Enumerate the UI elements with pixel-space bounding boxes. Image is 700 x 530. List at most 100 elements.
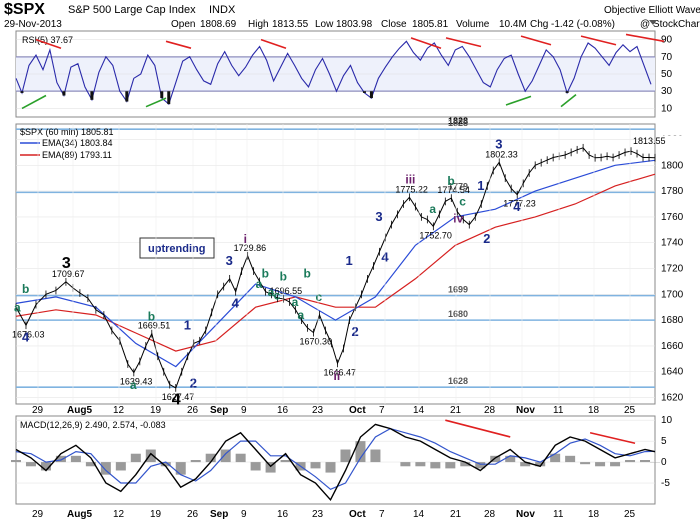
rsi-oversold-fill <box>160 91 164 99</box>
macd-histogram-bar <box>625 460 636 463</box>
rsi-oversold-fill <box>20 91 24 93</box>
rsi-support-line <box>21 94 47 110</box>
rsi-oversold-fill <box>90 91 94 100</box>
price-tick-label: 1780 <box>661 186 684 197</box>
rsi-divergence-line <box>35 38 62 49</box>
rsi-oversold-fill <box>369 91 373 99</box>
macd-divergence-line <box>445 419 511 438</box>
price-level-label: 1699 <box>448 285 468 295</box>
macd-x-tick-label: 11 <box>553 509 564 520</box>
chg-label: Chg <box>530 19 548 30</box>
macd-histogram-bar <box>580 462 591 465</box>
uptrending-label: uptrending <box>148 243 205 255</box>
price-x-tick-label: Aug5 <box>67 405 92 416</box>
price-x-tick-label: 23 <box>312 405 324 416</box>
wave-label: 3 <box>375 209 382 224</box>
rsi-divergence-line <box>580 35 617 46</box>
price-x-tick-label: 21 <box>450 405 462 416</box>
price-level-label: 1628 <box>448 376 468 386</box>
uptrending-box <box>139 237 215 259</box>
last-price-label: 1813.55 <box>633 136 666 146</box>
price-level-label: 1779 <box>448 181 468 191</box>
macd-histogram-bar <box>535 462 546 467</box>
ema89-line <box>15 173 656 352</box>
macd-histogram-bar <box>280 460 291 463</box>
price-tick-label: 1760 <box>661 212 684 223</box>
rsi-line <box>15 40 652 106</box>
rsi-support-line <box>505 95 532 106</box>
volume-label: Volume <box>456 19 490 30</box>
macd-histogram-bar <box>130 453 141 463</box>
macd-histogram-bar <box>565 455 576 463</box>
price-annotation: 1627.47 <box>162 392 195 402</box>
price-annotation: 1669.51 <box>138 321 171 331</box>
macd-histogram-bar <box>400 462 411 467</box>
price-tick-label: 1660 <box>661 341 684 352</box>
macd-histogram-bar <box>100 462 111 475</box>
macd-histogram-bar <box>70 455 81 463</box>
header-date: 29-Nov-2013 <box>4 19 62 30</box>
price-annotation: 1670.36 <box>300 337 333 347</box>
watermark-text: Objective Elliott Wave <box>604 5 700 16</box>
macd-histogram-bar <box>220 449 231 463</box>
close-value: 1805.81 <box>412 19 449 30</box>
rsi-annotation: 1828 <box>448 116 468 126</box>
macd-histogram-bar <box>550 453 561 463</box>
rsi-tick-label: 30 <box>661 86 673 97</box>
low-value: 1803.98 <box>336 19 373 30</box>
macd-histogram-bar <box>475 462 486 469</box>
wave-label: 4 <box>232 296 240 311</box>
macd-histogram-bar <box>145 449 156 463</box>
high-label: High <box>248 19 269 30</box>
price-title: $SPX (60 min) 1805.81 <box>20 127 114 137</box>
price-x-tick-label: 16 <box>277 405 289 416</box>
macd-histogram-bar <box>505 455 516 463</box>
macd-divergence-line <box>589 431 636 445</box>
macd-histogram-bar <box>40 462 51 471</box>
price-x-tick-label: 28 <box>484 405 496 416</box>
macd-histogram-bar <box>55 455 66 463</box>
macd-histogram-bar <box>160 462 171 467</box>
macd-histogram-bar <box>250 462 261 471</box>
rsi-divergence-line <box>445 37 482 48</box>
macd-histogram-bar <box>460 462 471 467</box>
wave-label: 3 <box>495 137 502 152</box>
macd-tick-label: -5 <box>661 478 670 489</box>
symbol-title: $SPX <box>4 1 45 18</box>
macd-x-tick-label: 18 <box>588 509 600 520</box>
price-annotation: 1646.47 <box>323 367 356 377</box>
macd-x-tick-label: 28 <box>484 509 496 520</box>
macd-x-tick-label: 29 <box>32 509 44 520</box>
wave-label: a <box>14 300 21 314</box>
rsi-tick-label: 90 <box>661 35 673 46</box>
wave-label: 1 <box>184 317 191 332</box>
wave-label: b <box>447 174 454 188</box>
ema34-line <box>15 159 656 368</box>
wave-label: b <box>304 267 311 281</box>
macd-chart: -5 0 5 10 MACD(12,26,9) 2.490, 2.574, -0.083 <box>11 415 673 502</box>
price-line <box>15 147 656 389</box>
macd-histogram-bar <box>205 453 216 463</box>
rsi-oversold-fill <box>62 91 66 96</box>
price-x-tick-label: 25 <box>624 405 636 416</box>
high-value: 1813.55 <box>272 19 309 30</box>
dropdown-caret-icon[interactable] <box>649 20 657 25</box>
price-annotation: 1709.67 <box>52 269 85 279</box>
rsi-tick-label: 10 <box>661 103 673 114</box>
price-annotation: 1777.23 <box>503 199 536 209</box>
volume-value: 10.4M <box>499 19 527 30</box>
price-tick-label: 1640 <box>661 367 684 378</box>
macd-histogram-bar <box>415 462 426 467</box>
macd-histogram-bar <box>25 462 36 467</box>
wave-label: c <box>274 289 281 303</box>
macd-histogram-bar <box>235 453 246 463</box>
low-label: Low <box>315 19 334 30</box>
rsi-divergence-line <box>410 37 442 49</box>
open-value: 1808.69 <box>200 19 237 30</box>
wave-label: a <box>298 308 305 322</box>
macd-histogram-bar <box>595 462 606 467</box>
macd-tick-label: 0 <box>661 457 667 468</box>
price-annotation: 1639.43 <box>120 376 153 386</box>
wave-label: a <box>130 378 137 392</box>
